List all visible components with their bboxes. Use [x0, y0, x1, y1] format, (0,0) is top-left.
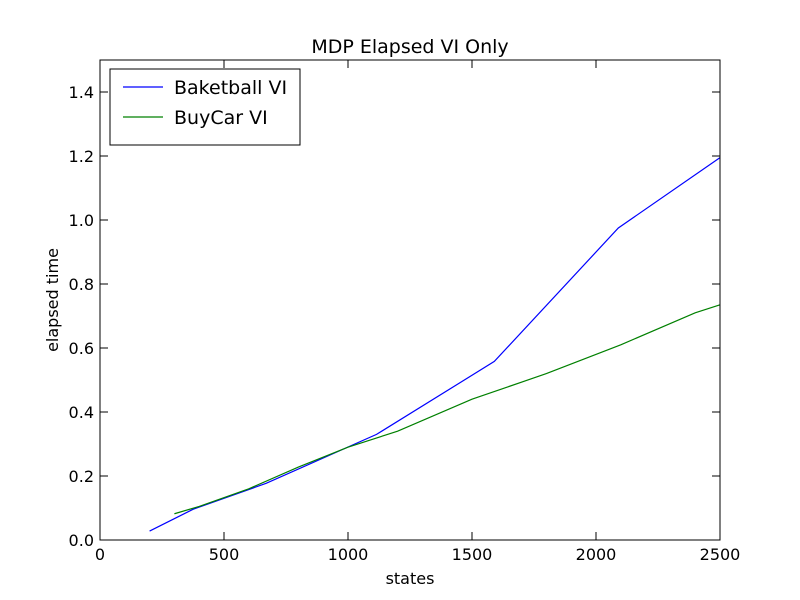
y-tick-label: 0.2	[69, 467, 94, 486]
y-tick-label: 1.2	[69, 147, 94, 166]
x-axis-label: states	[386, 569, 435, 588]
x-tick-label: 1000	[328, 545, 369, 564]
x-tick-label: 0	[95, 545, 105, 564]
series-line-2	[174, 304, 721, 515]
y-tick-label: 0.6	[69, 339, 94, 358]
chart-title: MDP Elapsed VI Only	[311, 36, 508, 58]
x-tick-label: 2000	[576, 545, 617, 564]
y-tick-label: 0.8	[69, 275, 94, 294]
legend-box	[109, 68, 301, 146]
y-axis-label: elapsed time	[43, 248, 62, 352]
x-tick-label: 500	[209, 545, 240, 564]
y-tick-label: 0.0	[69, 531, 94, 550]
legend-label-2: BuyCar VI	[174, 107, 268, 129]
x-tick-label: 1500	[452, 545, 493, 564]
plot-area: 0 500 1000 1500 2000 2500 0.0 0.2 0.4 0.6 0.8 1.0 1.…	[69, 59, 741, 564]
x-tick-label: 2500	[700, 545, 741, 564]
series-line-1	[149, 157, 721, 532]
legend: Baketball VI BuyCar VI	[109, 68, 301, 146]
axes-frame	[99, 59, 721, 541]
y-tick-label: 1.4	[69, 83, 94, 102]
y-tick-label: 0.4	[69, 403, 94, 422]
legend-label-1: Baketball VI	[174, 77, 287, 99]
y-tick-label: 1.0	[69, 211, 94, 230]
